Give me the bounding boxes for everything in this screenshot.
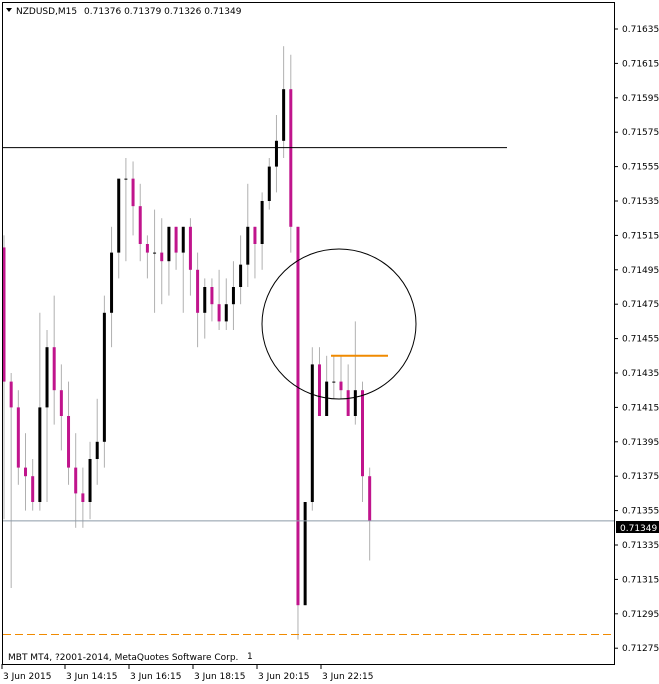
- y-tick-label: 0.71635: [622, 25, 659, 35]
- current-price-label: 0.71349: [620, 524, 657, 534]
- candle-body: [153, 252, 157, 254]
- y-tick-label: 0.71395: [622, 438, 659, 448]
- collapse-triangle-icon[interactable]: [6, 8, 12, 12]
- x-axis: 3 Jun 2015 3 Jun 14:15 3 Jun 16:15 3 Jun 18…: [1, 664, 373, 682]
- candle-body: [217, 304, 221, 322]
- candle-body: [231, 287, 235, 305]
- candle-body: [131, 178, 135, 207]
- candle-body: [196, 269, 200, 313]
- y-tick-label: 0.71455: [622, 335, 659, 345]
- candle-body: [253, 226, 257, 244]
- candle-body: [282, 89, 286, 141]
- candle-body: [9, 381, 13, 408]
- candle-body: [67, 416, 71, 468]
- y-tick-label: 0.71595: [622, 94, 659, 104]
- y-tick-label: 0.71495: [622, 266, 659, 276]
- candle-body: [303, 502, 307, 606]
- candle-body: [339, 381, 343, 391]
- candle-body: [353, 390, 357, 416]
- y-tick-label: 0.71295: [622, 610, 659, 620]
- plot-frame: [2, 2, 615, 665]
- candle-body: [2, 247, 6, 382]
- y-tick-label: 0.71475: [622, 300, 659, 310]
- candle-body: [145, 244, 149, 253]
- y-tick-label: 0.71355: [622, 507, 659, 517]
- y-tick-label: 0.71575: [622, 128, 659, 138]
- candle-body: [210, 287, 214, 305]
- ellipse-annotation[interactable]: [261, 248, 417, 400]
- y-tick-label: 0.71535: [622, 197, 659, 207]
- x-tick-label: 3 Jun 22:15: [322, 672, 373, 682]
- candle-body: [59, 390, 63, 416]
- candle-body: [31, 476, 35, 502]
- y-axis: 0.71635 0.71615 0.71595 0.71575 0.71555 0.715…: [614, 25, 659, 654]
- candle-body: [38, 407, 42, 502]
- candle-body: [110, 252, 114, 313]
- y-tick-label: 0.71555: [622, 163, 659, 173]
- y-tick-label: 0.71275: [622, 644, 659, 654]
- y-tick-label: 0.71415: [622, 403, 659, 413]
- candle-body: [24, 467, 28, 477]
- candle-body: [117, 178, 121, 253]
- candle-body: [95, 441, 99, 459]
- candle-body: [346, 390, 350, 416]
- x-tick-label: 3 Jun 14:15: [66, 672, 117, 682]
- candle-body: [361, 390, 364, 477]
- candle-body: [274, 140, 278, 167]
- window-marker: 1: [247, 652, 253, 662]
- candle-body: [368, 476, 372, 521]
- candle-body: [174, 226, 178, 253]
- candle-body: [239, 264, 243, 287]
- candle-body: [203, 287, 207, 313]
- x-tick-label: 3 Jun 2015: [3, 672, 51, 682]
- candle-body: [246, 226, 250, 265]
- y-tick-label: 0.71335: [622, 541, 659, 551]
- copyright-text: MBT MT4, ?2001-2014, MetaQuotes Software…: [8, 653, 238, 663]
- lines-layer: [3, 147, 614, 635]
- y-tick-label: 0.71435: [622, 369, 659, 379]
- candle-body: [224, 304, 228, 322]
- candle-body: [88, 459, 92, 502]
- candle-body: [260, 201, 264, 244]
- x-tick-label: 3 Jun 20:15: [258, 672, 309, 682]
- candle-body: [267, 166, 271, 201]
- chart-ohlc: 0.71376 0.71379 0.71326 0.71349: [84, 7, 242, 17]
- y-tick-label: 0.71375: [622, 472, 659, 482]
- y-tick-label: 0.71615: [622, 59, 659, 69]
- candle-body: [167, 226, 171, 262]
- y-tick-label: 0.71315: [622, 575, 659, 585]
- candle-body: [16, 407, 20, 468]
- candle-body: [81, 493, 85, 502]
- candle-body: [317, 364, 321, 416]
- candle-body: [289, 89, 293, 227]
- candle-body: [45, 347, 49, 408]
- candle-body: [310, 364, 314, 502]
- candle-body: [74, 467, 78, 494]
- x-tick-label: 3 Jun 16:15: [130, 672, 181, 682]
- current-price-box: [616, 521, 659, 533]
- candles-layer: [2, 46, 372, 640]
- candle-body: [296, 226, 300, 606]
- candle-body: [52, 347, 56, 391]
- candle-body: [325, 381, 329, 416]
- chart-symbol: NZDUSD,M15: [16, 7, 77, 17]
- candle-body: [160, 252, 164, 262]
- candle-body: [138, 206, 142, 244]
- y-tick-label: 0.71515: [622, 231, 659, 241]
- candle-body: [188, 226, 192, 270]
- x-tick-label: 3 Jun 18:15: [194, 672, 245, 682]
- candle-body: [332, 381, 336, 383]
- candle-body: [124, 178, 128, 180]
- candle-body: [181, 226, 185, 253]
- candle-body: [102, 312, 106, 442]
